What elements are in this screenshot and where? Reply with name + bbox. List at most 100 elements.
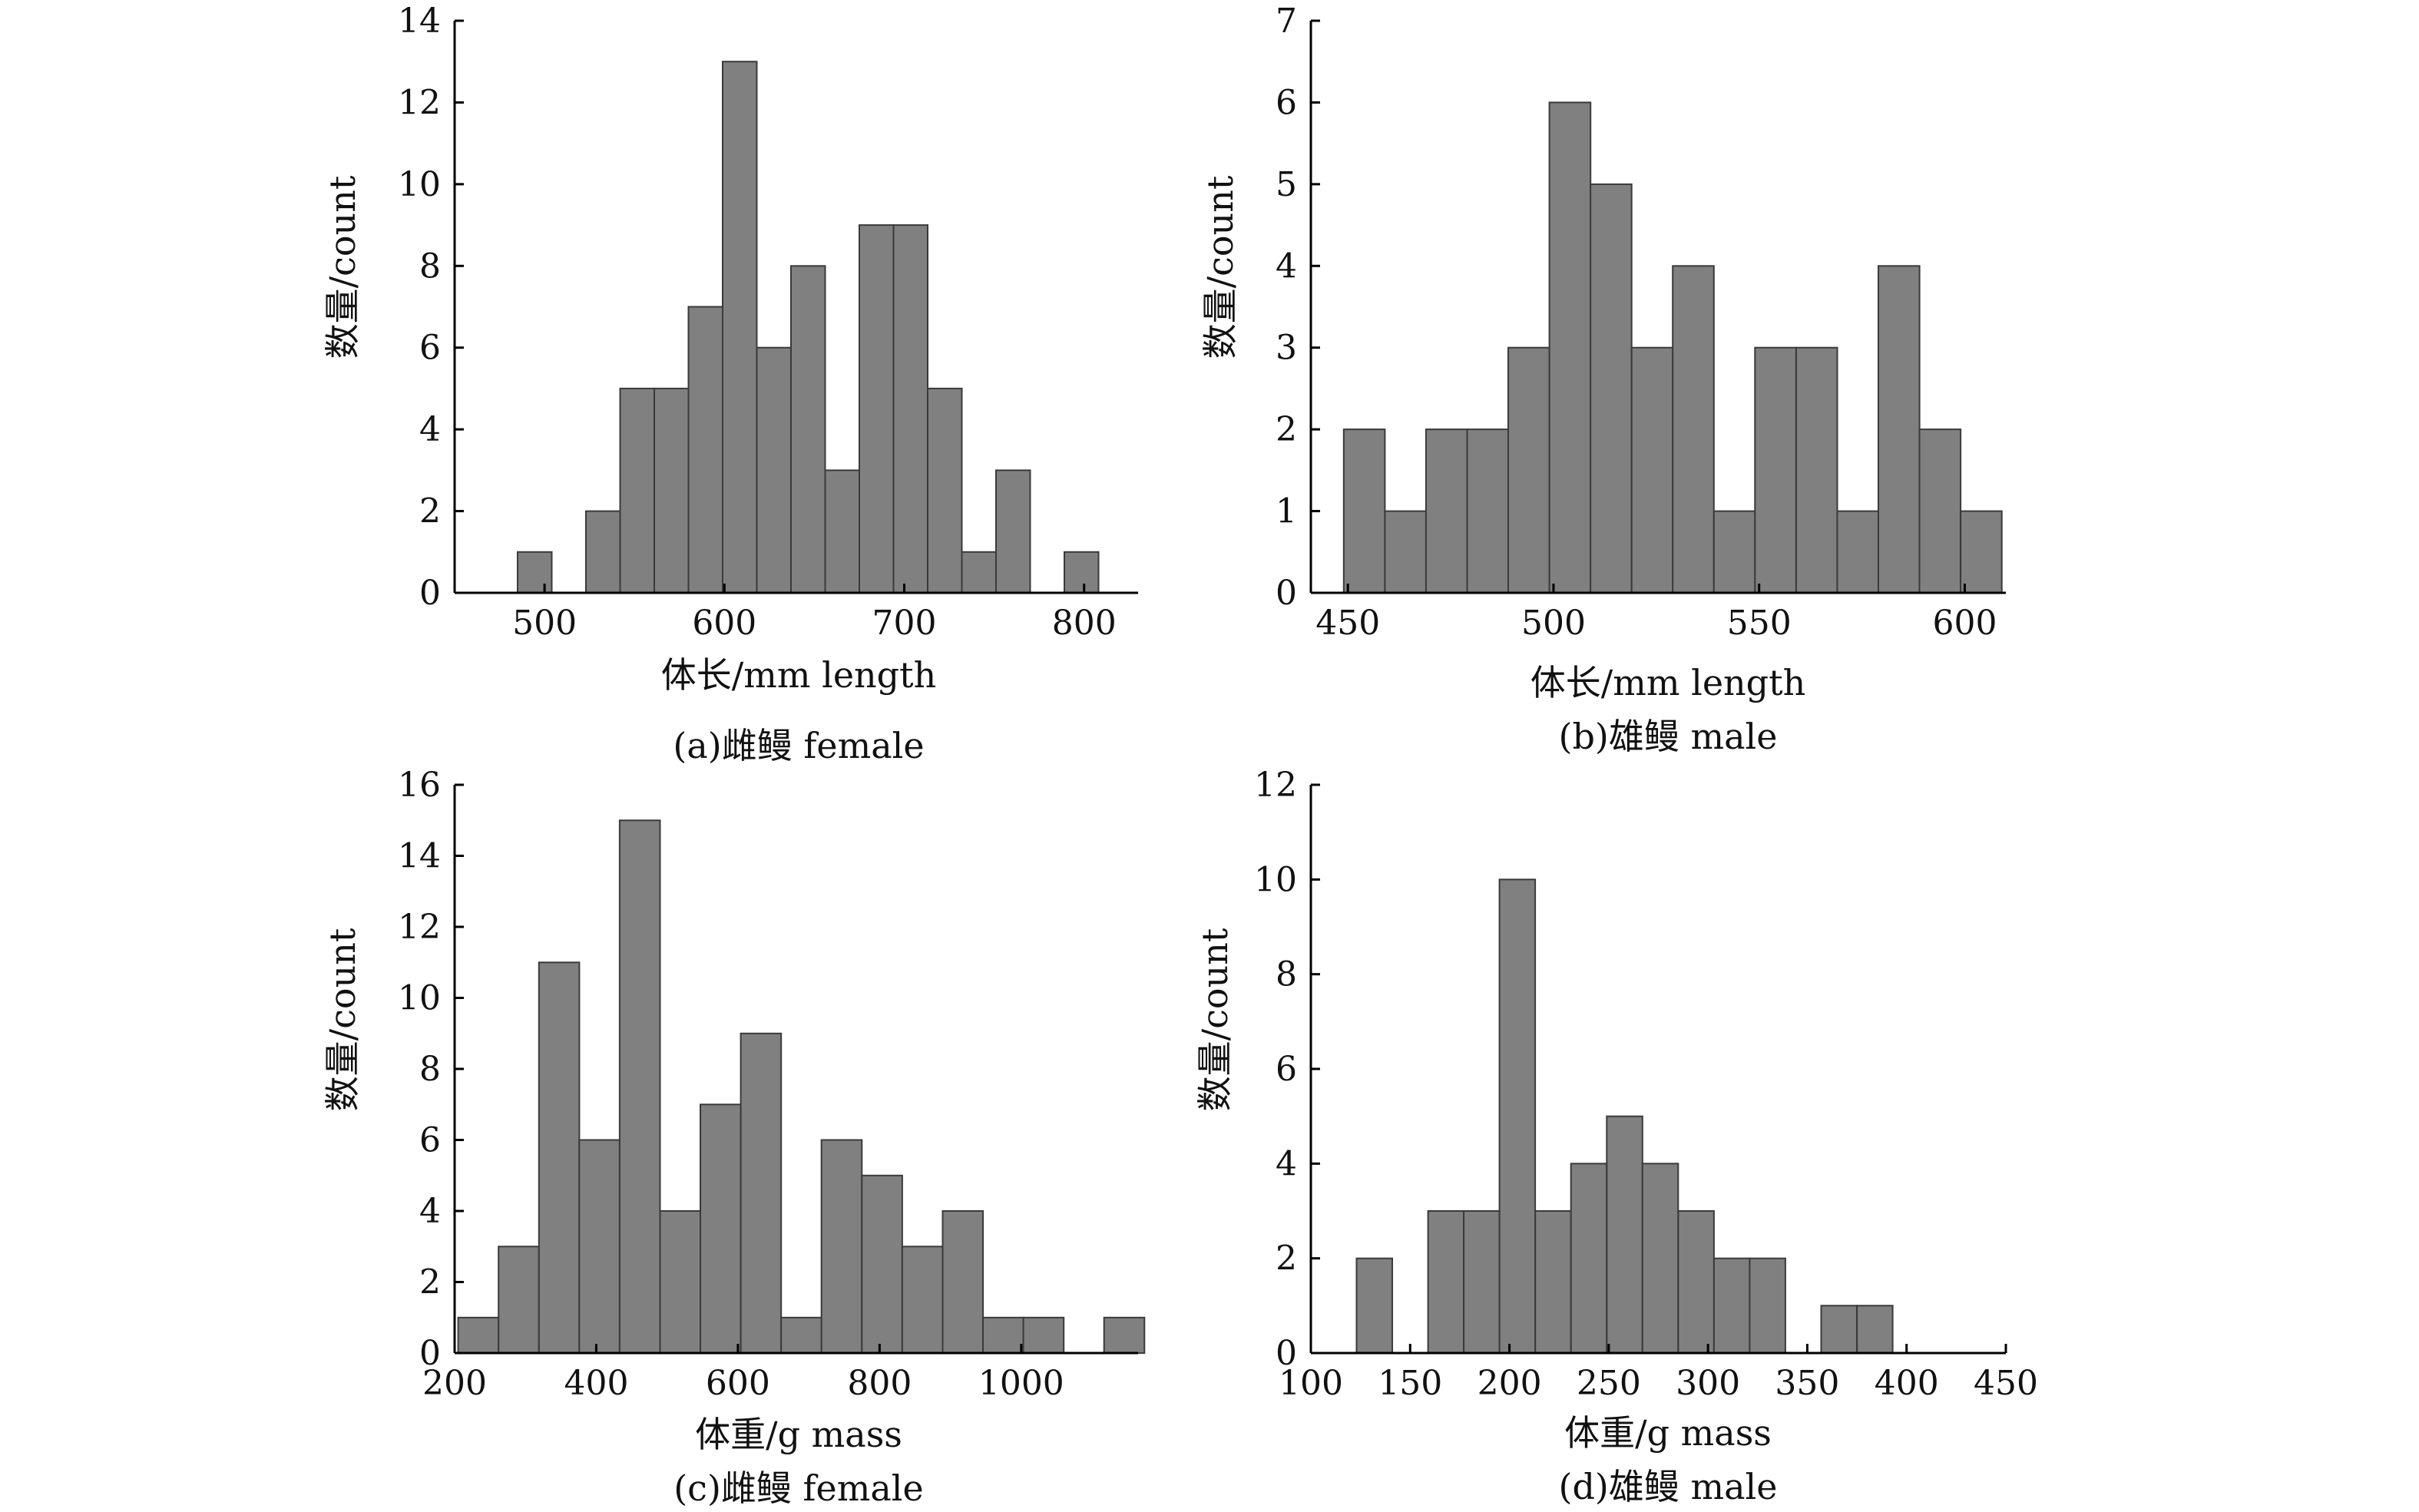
panel-b-x-tick-label: 550 [1727, 604, 1792, 643]
panel-d-bar [1820, 1305, 1858, 1355]
panel-c-y-tick-label: 0 [419, 1334, 441, 1373]
panel-c-y-axis-label: 数量/count [322, 928, 363, 1111]
panel-a-y-tick-label: 0 [419, 574, 441, 613]
panel-d-bar [1427, 1210, 1465, 1354]
panel-b-bar [1466, 428, 1510, 594]
panel-d-y-tick-label: 2 [1276, 1239, 1297, 1279]
panel-c-y-tick-label: 4 [419, 1192, 441, 1231]
panel-a-bar [722, 61, 758, 594]
panel-d-bars [1355, 878, 1894, 1355]
panel-b-axes [1309, 21, 2006, 594]
panel-c-x-axis-label: 体重/g mass [695, 1414, 902, 1455]
panel-a-bar [619, 387, 655, 594]
panel-b-bar [1754, 346, 1797, 594]
panel-a-bar [517, 551, 553, 594]
panel-c-bar [618, 819, 661, 1355]
panel-b-x-tick-label: 500 [1521, 604, 1586, 643]
panel-c-bar [457, 1316, 500, 1355]
panel-b-bar [1836, 510, 1879, 594]
panel-d-bar [1498, 878, 1537, 1355]
panel-a-bar [961, 551, 997, 594]
panel-b-ticks: 0 1 2 3 4 5 6 7 450 500 550 600 [1276, 2, 1997, 643]
panel-d-bar [1570, 1163, 1608, 1355]
panel-c-y-tick-label: 14 [398, 837, 441, 876]
panel-c: 0 2 4 6 8 10 12 14 16 200 400 600 800 1000 数量/count 体… [322, 766, 1146, 1509]
panel-b-bar [1960, 510, 2003, 594]
panel-a-bar [687, 306, 723, 594]
panel-c-ticks: 0 2 4 6 8 10 12 14 16 200 400 600 800 1000 [398, 766, 1064, 1403]
panel-b-bar [1795, 346, 1838, 594]
panel-a-y-tick-label: 6 [419, 329, 441, 368]
panel-b-bar [1630, 346, 1674, 594]
panel-c-bar [538, 961, 581, 1355]
panel-d-x-axis-label: 体重/g mass [1564, 1412, 1772, 1454]
panel-d-bar [1355, 1257, 1393, 1354]
panel-b-bar [1712, 510, 1756, 594]
panel-c-caption: (c)雌鳗 female [673, 1467, 924, 1509]
panel-c-bar [901, 1246, 944, 1355]
panel-b-y-tick-label: 5 [1276, 165, 1297, 204]
panel-a-bars [517, 61, 1100, 594]
panel-d-bar [1712, 1257, 1751, 1354]
panel-c-y-tick-label: 2 [419, 1263, 441, 1302]
panel-d-x-tick-label: 100 [1279, 1364, 1343, 1403]
panel-b-bar [1878, 265, 1921, 594]
panel-a-bar [927, 387, 963, 594]
panel-a-y-tick-label: 2 [419, 492, 441, 531]
panel-d-y-tick-label: 0 [1276, 1334, 1297, 1373]
panel-d-bar [1677, 1210, 1715, 1354]
panel-a-bar [1064, 551, 1100, 594]
panel-b-y-tick-label: 4 [1276, 246, 1297, 286]
panel-a-y-tick-label: 12 [398, 83, 441, 122]
panel-c-y-tick-label: 12 [398, 908, 441, 947]
panel-b-caption: (b)雄鳗 male [1559, 716, 1778, 757]
panel-c-bars [457, 819, 1146, 1355]
panel-b-y-axis-label: 数量/count [1200, 175, 1241, 359]
panel-c-y-tick-label: 16 [398, 766, 441, 805]
panel-a-y-tick-label: 14 [398, 2, 441, 41]
panel-a-x-tick-label: 700 [872, 604, 937, 643]
panel-d-x-tick-label: 150 [1378, 1364, 1442, 1403]
panel-c-bar [780, 1316, 822, 1355]
panel-b-y-tick-label: 1 [1276, 492, 1297, 531]
panel-b-y-tick-label: 2 [1276, 410, 1297, 449]
panel-c-x-tick-label: 600 [706, 1364, 770, 1403]
panel-d-x-tick-label: 450 [1974, 1364, 2038, 1403]
panel-a-bar [585, 510, 621, 594]
panel-b-y-tick-label: 6 [1276, 83, 1297, 122]
panel-b: 0 1 2 3 4 5 6 7 450 500 550 600 数量/count 体长/mm leng… [1200, 2, 2006, 757]
panel-a-caption: (a)雌鳗 female [673, 725, 924, 766]
panel-d-y-axis-label: 数量/count [1194, 928, 1236, 1111]
panel-a-bar [756, 346, 792, 594]
panel-c-x-tick-label: 200 [422, 1364, 487, 1403]
panel-c-y-tick-label: 10 [398, 979, 441, 1018]
panel-a-bar [995, 469, 1031, 594]
panel-c-bar [700, 1103, 742, 1355]
panel-a-bar [790, 265, 826, 594]
panel-c-bar [740, 1032, 783, 1355]
panel-b-y-tick-label: 0 [1276, 574, 1297, 613]
panel-b-bar [1918, 428, 1962, 594]
panel-b-bar [1672, 265, 1715, 594]
panel-c-bar [982, 1316, 1024, 1355]
panel-b-x-tick-label: 450 [1315, 604, 1380, 643]
panel-d-y-tick-label: 8 [1276, 955, 1297, 994]
panel-d-x-tick-label: 300 [1676, 1364, 1740, 1403]
panel-d-y-tick-label: 6 [1276, 1050, 1297, 1089]
panel-c-bar [861, 1174, 903, 1355]
panel-d-caption: (d)雄鳗 male [1559, 1466, 1778, 1507]
panel-d-x-tick-label: 200 [1478, 1364, 1542, 1403]
panel-a-y-tick-label: 4 [419, 410, 441, 449]
panel-c-x-tick-label: 800 [847, 1364, 912, 1403]
panel-c-y-tick-label: 8 [419, 1050, 441, 1089]
panel-d-y-tick-label: 4 [1276, 1144, 1297, 1183]
panel-b-bar [1548, 101, 1592, 594]
panel-a: 0 2 4 6 8 10 12 14 500 600 700 800 数量/count 体长/mm l… [322, 2, 1138, 766]
panel-b-x-axis-label: 体长/mm length [1530, 662, 1805, 703]
panel-b-bar [1384, 510, 1428, 594]
panel-d-bar [1856, 1305, 1894, 1355]
panel-b-bar [1590, 183, 1633, 594]
panel-a-ticks: 0 2 4 6 8 10 12 14 500 600 700 800 [398, 2, 1117, 643]
panel-b-y-tick-label: 7 [1276, 2, 1297, 41]
panel-d-y-tick-label: 10 [1254, 860, 1297, 899]
